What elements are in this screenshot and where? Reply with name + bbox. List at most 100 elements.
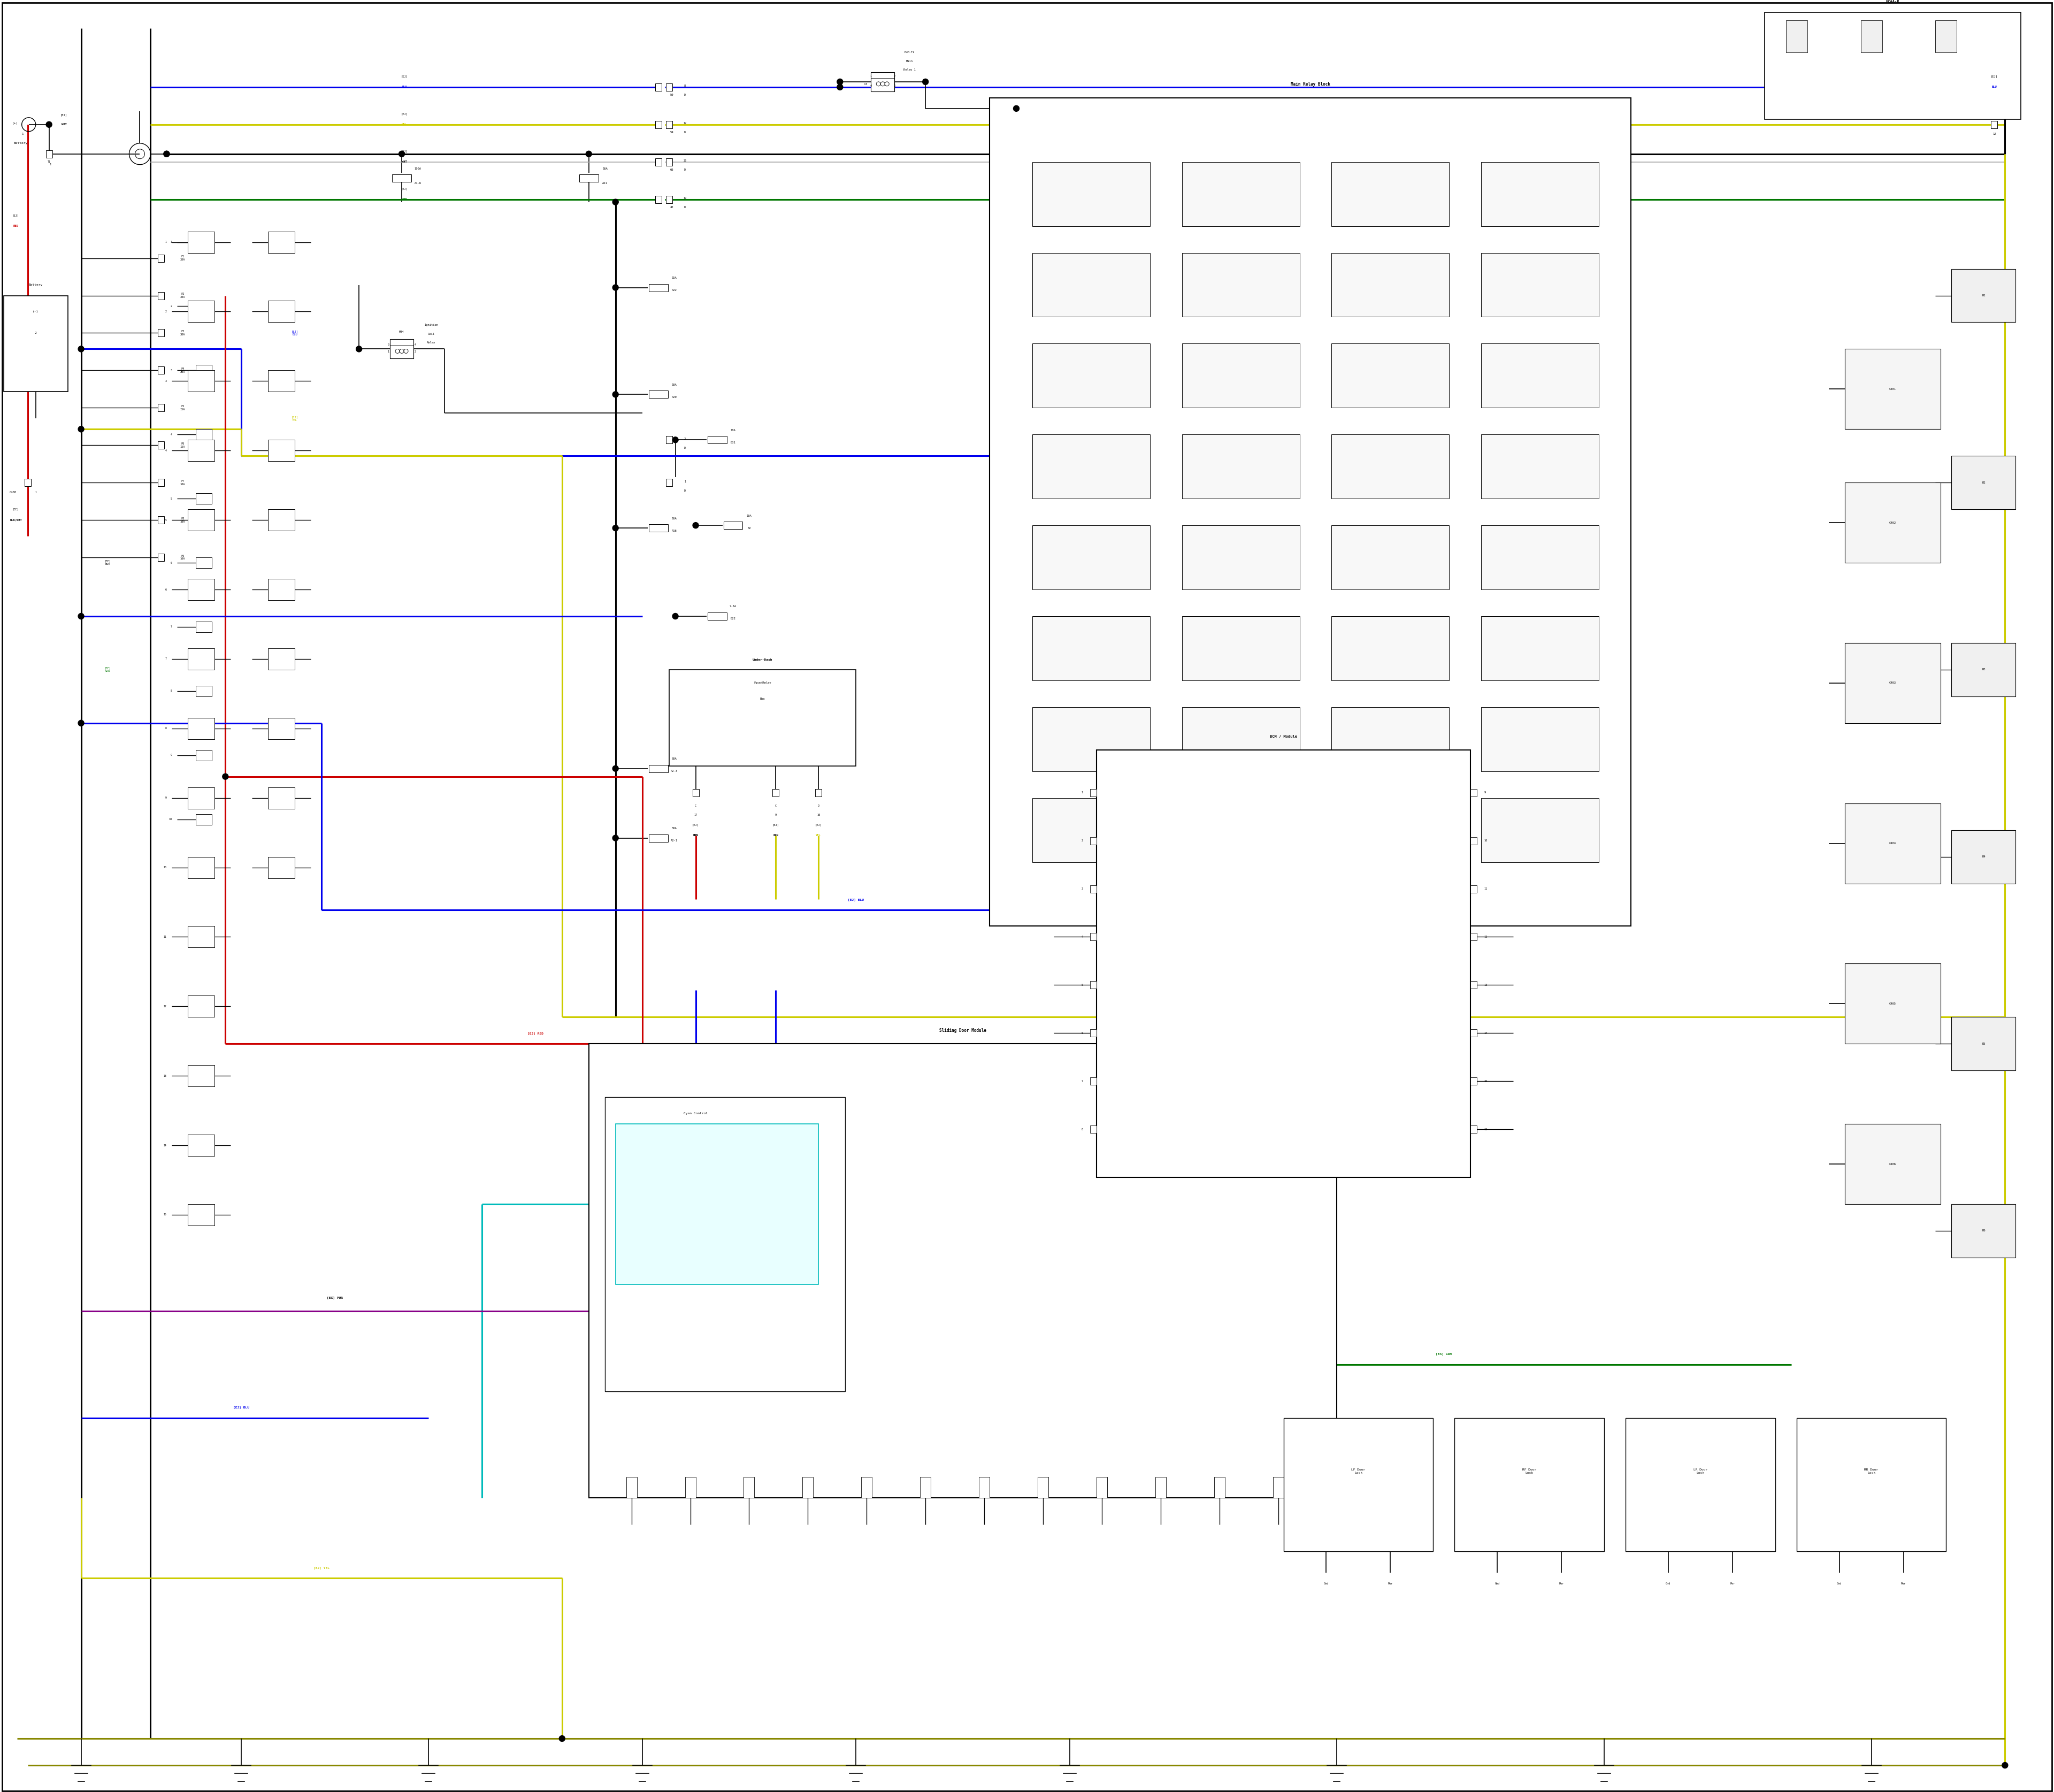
Text: [EJ]
BLU: [EJ] BLU xyxy=(292,330,298,335)
Text: YEL: YEL xyxy=(815,833,822,837)
Bar xyxy=(269,787,296,808)
Text: 10: 10 xyxy=(1483,839,1487,842)
Bar xyxy=(158,254,164,262)
Text: C401: C401 xyxy=(1890,387,1896,391)
Bar xyxy=(772,788,778,796)
Text: B22: B22 xyxy=(731,618,735,620)
Bar xyxy=(649,283,668,292)
Circle shape xyxy=(692,523,698,529)
Text: 7.5A: 7.5A xyxy=(729,606,737,607)
Text: A29: A29 xyxy=(672,396,678,398)
Text: A1-6: A1-6 xyxy=(415,183,421,185)
Text: PGM-FI: PGM-FI xyxy=(904,50,914,54)
Bar xyxy=(665,158,672,165)
Text: [EJ] YEL: [EJ] YEL xyxy=(314,1566,329,1568)
Text: [EA] GRN: [EA] GRN xyxy=(1436,1353,1452,1355)
Bar xyxy=(1181,434,1300,498)
Bar xyxy=(665,478,672,486)
Bar xyxy=(1097,1477,1107,1498)
Text: C408: C408 xyxy=(8,491,16,493)
Bar xyxy=(1935,20,1957,52)
Text: LF Door
Lock: LF Door Lock xyxy=(1352,1468,1366,1475)
Circle shape xyxy=(398,151,405,158)
Bar xyxy=(269,649,296,670)
Text: [EJ] RED: [EJ] RED xyxy=(528,1032,544,1034)
Circle shape xyxy=(78,426,84,432)
Bar xyxy=(269,719,296,738)
Text: 16A: 16A xyxy=(602,167,608,170)
Text: C402: C402 xyxy=(1890,521,1896,523)
Text: 10: 10 xyxy=(168,817,173,821)
Circle shape xyxy=(672,613,678,620)
Bar xyxy=(158,554,164,561)
Bar xyxy=(1033,253,1150,317)
Bar xyxy=(1990,120,1996,129)
Bar xyxy=(1951,1018,2015,1070)
Bar xyxy=(665,435,672,444)
Bar xyxy=(269,301,296,323)
Text: [EF]
GRN: [EF] GRN xyxy=(105,667,111,672)
Bar xyxy=(158,403,164,412)
Text: R3: R3 xyxy=(1982,668,1986,670)
Bar xyxy=(1481,434,1598,498)
Text: Main Relay Block: Main Relay Block xyxy=(1290,82,1331,86)
Text: [EJ]: [EJ] xyxy=(401,113,409,115)
Text: Relay: Relay xyxy=(427,340,435,344)
Bar xyxy=(189,649,216,670)
Text: [EJ]: [EJ] xyxy=(401,75,409,77)
Bar xyxy=(1033,434,1150,498)
Bar xyxy=(158,441,164,450)
Text: F4
20A: F4 20A xyxy=(181,367,185,373)
Circle shape xyxy=(612,765,618,772)
Bar xyxy=(158,367,164,375)
Circle shape xyxy=(2003,1762,2009,1769)
Bar xyxy=(1471,1125,1477,1133)
Circle shape xyxy=(222,774,228,780)
Bar xyxy=(707,613,727,620)
Text: F3
20A: F3 20A xyxy=(181,330,185,335)
Text: Gnd: Gnd xyxy=(1323,1582,1329,1584)
Bar xyxy=(1481,161,1598,226)
Bar xyxy=(665,195,672,202)
Bar xyxy=(1097,749,1471,1177)
Text: Fuse/Relay: Fuse/Relay xyxy=(754,681,770,685)
Text: 50A: 50A xyxy=(672,828,678,830)
Bar xyxy=(649,835,668,842)
Circle shape xyxy=(164,151,170,158)
Circle shape xyxy=(612,199,618,204)
Bar xyxy=(1797,1417,1947,1552)
Bar xyxy=(1844,1124,1941,1204)
Bar xyxy=(195,237,212,247)
Text: [EJ]
YEL: [EJ] YEL xyxy=(292,416,298,421)
Text: BRN: BRN xyxy=(692,833,698,837)
Text: A2-3: A2-3 xyxy=(672,771,678,772)
Text: T1: T1 xyxy=(47,161,51,163)
Text: Main: Main xyxy=(906,61,912,63)
Text: Battery: Battery xyxy=(29,283,43,287)
Bar xyxy=(195,301,212,312)
Bar xyxy=(1481,616,1598,681)
Bar xyxy=(1214,1477,1224,1498)
Text: LR Door
Lock: LR Door Lock xyxy=(1692,1468,1707,1475)
Bar xyxy=(670,670,857,765)
Bar xyxy=(1331,616,1450,681)
Text: 12: 12 xyxy=(1483,935,1487,939)
Bar xyxy=(1471,1029,1477,1038)
Bar xyxy=(1471,788,1477,796)
Bar xyxy=(195,814,212,824)
Text: Pwr: Pwr xyxy=(1559,1582,1563,1584)
Bar xyxy=(1625,1417,1775,1552)
Bar xyxy=(195,366,212,376)
Bar xyxy=(269,857,296,878)
Bar xyxy=(269,439,296,461)
Text: 16A: 16A xyxy=(672,518,678,520)
Bar xyxy=(158,478,164,486)
Bar xyxy=(1273,1477,1284,1498)
Text: [EJ] BLU: [EJ] BLU xyxy=(234,1407,249,1409)
Bar xyxy=(1951,1204,2015,1258)
Bar xyxy=(1844,349,1941,428)
Bar xyxy=(980,1477,990,1498)
Bar xyxy=(1033,708,1150,771)
Bar xyxy=(665,84,672,91)
Text: 59: 59 xyxy=(670,131,674,134)
